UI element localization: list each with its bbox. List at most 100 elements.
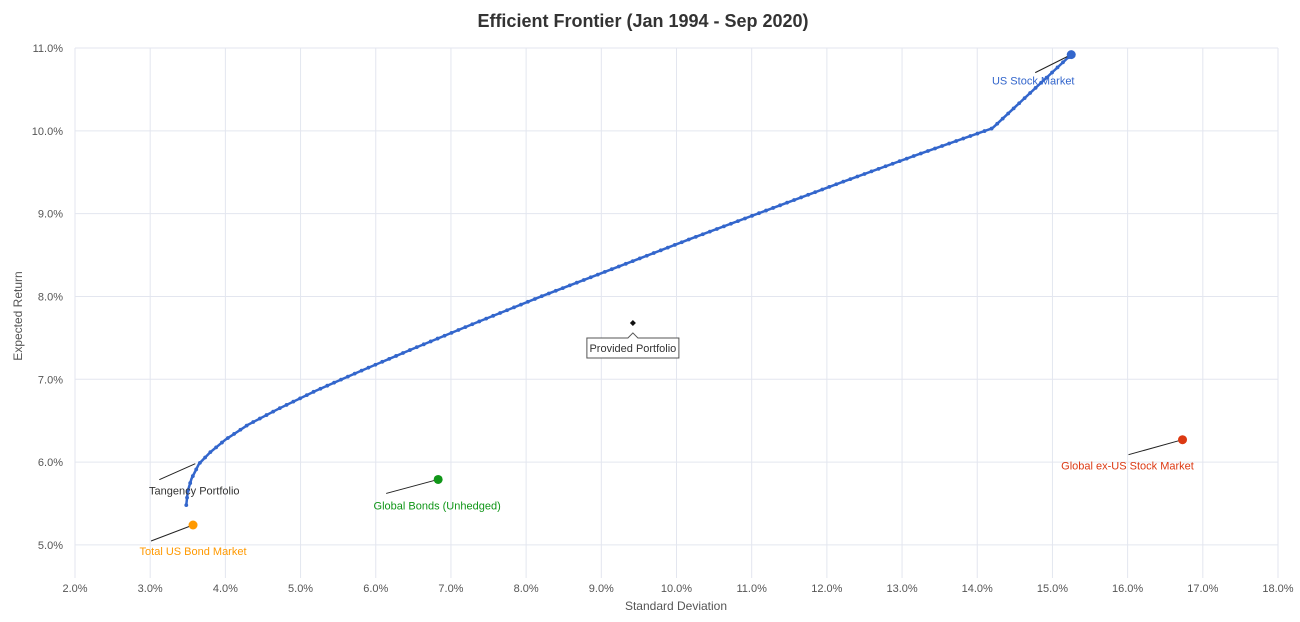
frontier-point bbox=[813, 190, 818, 195]
frontier-point bbox=[1061, 60, 1065, 65]
leader-line bbox=[1128, 439, 1183, 456]
frontier-point bbox=[359, 368, 364, 373]
frontier-point bbox=[792, 198, 797, 202]
frontier-point bbox=[764, 208, 768, 213]
frontier-point bbox=[519, 302, 523, 307]
frontier-point bbox=[325, 383, 330, 388]
frontier-point bbox=[414, 345, 419, 350]
asset-label: Global Bonds (Unhedged) bbox=[374, 500, 501, 512]
frontier-point bbox=[291, 399, 296, 404]
frontier-point bbox=[318, 386, 323, 391]
asset-marker[interactable] bbox=[1178, 435, 1188, 445]
frontier-point bbox=[449, 330, 454, 335]
frontier-point bbox=[560, 286, 565, 290]
frontier-point bbox=[637, 256, 642, 261]
frontier-point bbox=[595, 272, 600, 277]
tangency-leader bbox=[159, 463, 196, 481]
frontier-point bbox=[686, 237, 691, 242]
frontier-point bbox=[271, 409, 276, 414]
frontier-point bbox=[1039, 80, 1043, 85]
frontier-point bbox=[1050, 70, 1054, 75]
frontier-point bbox=[911, 154, 916, 158]
frontier-point bbox=[897, 159, 902, 164]
frontier-point bbox=[505, 308, 509, 313]
frontier-point bbox=[539, 294, 544, 299]
frontier-point bbox=[989, 126, 994, 131]
frontier-point bbox=[380, 359, 385, 364]
frontier-point bbox=[588, 275, 593, 280]
frontier-point bbox=[940, 144, 944, 148]
frontier-point bbox=[757, 211, 761, 216]
frontier-point bbox=[707, 229, 712, 234]
frontier-point bbox=[442, 333, 447, 338]
frontier-point bbox=[827, 185, 832, 189]
frontier-point bbox=[855, 174, 860, 179]
frontier-point bbox=[995, 121, 1000, 126]
asset-label: Global ex-US Stock Market bbox=[1061, 461, 1194, 473]
frontier-point bbox=[186, 488, 190, 493]
frontier-point bbox=[1011, 106, 1016, 111]
provided-portfolio-label: Provided Portfolio bbox=[589, 343, 676, 355]
tangency-label: Tangency Portfolio bbox=[149, 486, 240, 498]
frontier-point bbox=[672, 243, 677, 247]
frontier-point bbox=[401, 351, 405, 355]
frontier-point bbox=[602, 270, 607, 274]
frontier-point bbox=[387, 356, 392, 361]
frontier-point bbox=[658, 248, 663, 253]
y-tick-label: 6.0% bbox=[38, 457, 63, 469]
provided-portfolio-callout bbox=[586, 332, 680, 359]
x-tick-label: 10.0% bbox=[661, 583, 692, 595]
frontier-point bbox=[339, 377, 343, 382]
frontier-point bbox=[244, 423, 249, 428]
frontier-point bbox=[553, 288, 558, 293]
frontier-point bbox=[184, 503, 189, 508]
leader-line bbox=[1035, 54, 1072, 74]
y-tick-label: 8.0% bbox=[38, 291, 63, 303]
frontier-point bbox=[876, 166, 881, 171]
frontier-point bbox=[428, 339, 433, 344]
asset-marker[interactable] bbox=[188, 520, 198, 530]
frontier-point bbox=[498, 311, 502, 315]
x-tick-label: 9.0% bbox=[589, 583, 614, 595]
frontier-point bbox=[194, 467, 199, 472]
frontier-point bbox=[743, 216, 747, 221]
provided-portfolio-marker[interactable] bbox=[629, 319, 636, 326]
frontier-point bbox=[345, 374, 350, 379]
frontier-point bbox=[311, 389, 316, 394]
frontier-point bbox=[1006, 111, 1011, 116]
frontier-point bbox=[277, 406, 282, 411]
asset-marker[interactable] bbox=[1066, 50, 1076, 60]
frontier-point bbox=[190, 474, 195, 478]
frontier-point bbox=[820, 187, 825, 192]
frontier-series bbox=[184, 53, 1073, 508]
x-tick-label: 17.0% bbox=[1187, 583, 1218, 595]
frontier-point bbox=[785, 200, 789, 205]
frontier-point bbox=[512, 305, 516, 310]
asset-marker[interactable] bbox=[433, 474, 443, 484]
frontier-point bbox=[394, 354, 398, 358]
chart-title: Efficient Frontier (Jan 1994 - Sep 2020) bbox=[477, 11, 808, 31]
frontier-point bbox=[714, 227, 719, 231]
frontier-point bbox=[352, 371, 357, 376]
annotations: Tangency Portfolio Provided Portfolio bbox=[149, 319, 680, 498]
frontier-point bbox=[574, 280, 579, 285]
frontier-point bbox=[197, 460, 202, 465]
frontier-point bbox=[567, 283, 572, 288]
x-tick-label: 15.0% bbox=[1037, 583, 1068, 595]
x-tick-label: 11.0% bbox=[737, 583, 768, 595]
frontier-point bbox=[219, 440, 224, 445]
frontier-point bbox=[1022, 96, 1027, 101]
frontier-point bbox=[251, 420, 256, 424]
frontier-point bbox=[581, 278, 586, 282]
y-tick-label: 11.0% bbox=[33, 43, 64, 55]
grid bbox=[74, 47, 1279, 578]
frontier-point bbox=[630, 259, 635, 264]
frontier-point bbox=[298, 396, 302, 401]
x-tick-label: 4.0% bbox=[213, 583, 238, 595]
frontier-point bbox=[484, 316, 489, 321]
frontier-point bbox=[862, 172, 867, 176]
frontier-point bbox=[1055, 65, 1060, 70]
frontier-point bbox=[208, 450, 213, 455]
frontier-point bbox=[623, 261, 628, 266]
